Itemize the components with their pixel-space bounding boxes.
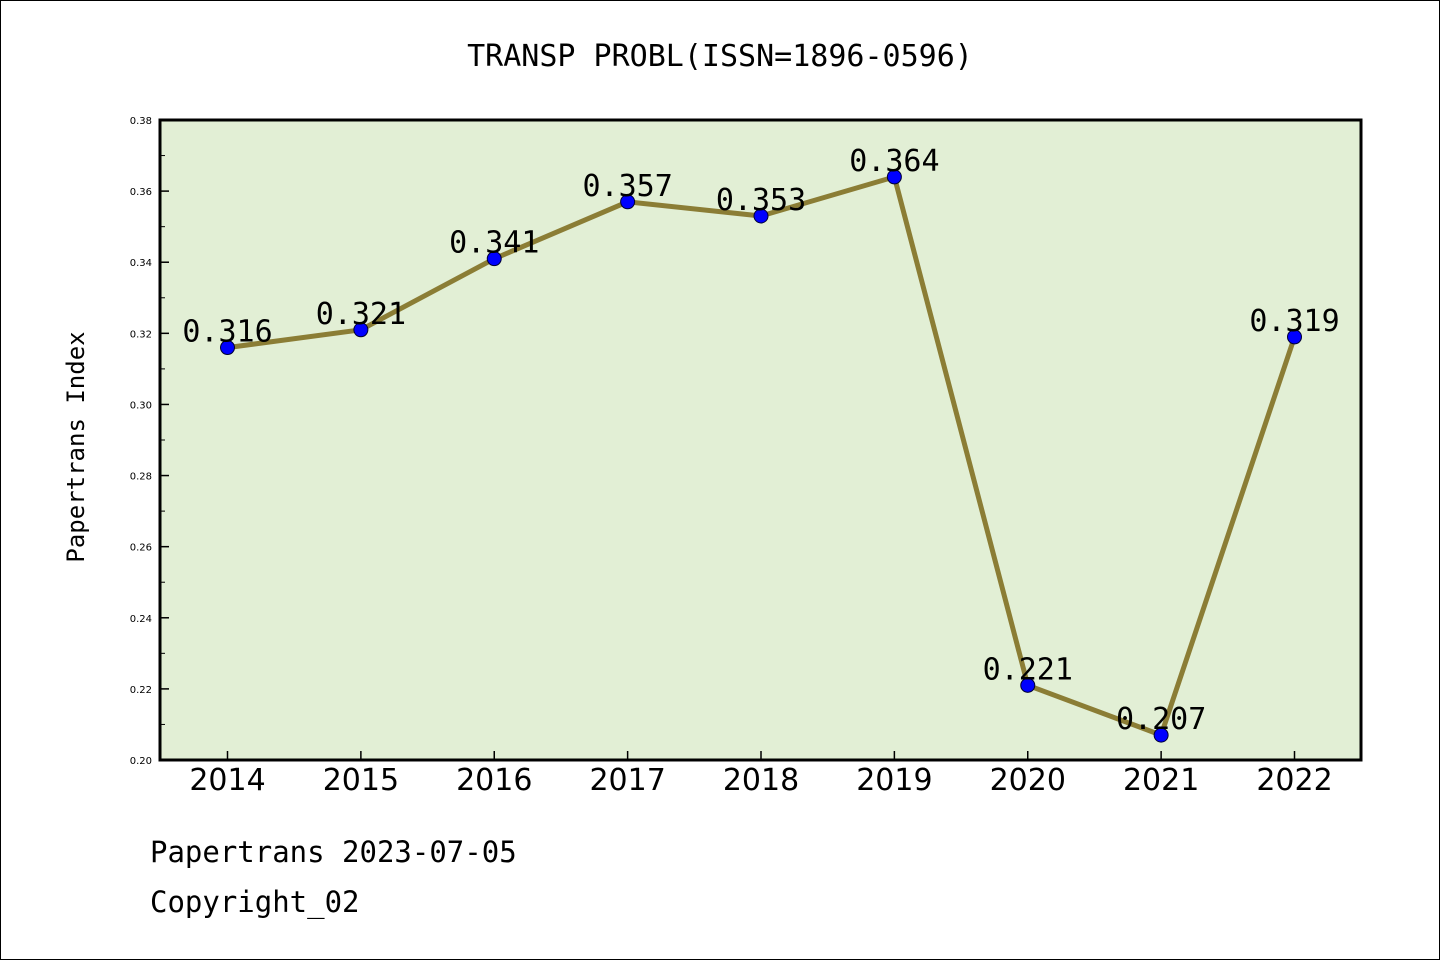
- data-point: [1020, 677, 1036, 693]
- x-tick-label: 2019: [856, 763, 932, 798]
- x-tick-label: 2014: [189, 763, 265, 798]
- plot-area: [160, 120, 1361, 760]
- y-tick-label: 0.24: [130, 614, 152, 625]
- data-point: [886, 169, 902, 185]
- series-markers: [220, 169, 1302, 743]
- data-label: 0.319: [1249, 304, 1339, 339]
- x-tick-label: 2016: [456, 763, 532, 798]
- data-label: 0.207: [1116, 702, 1206, 737]
- x-tick-label: 2015: [323, 763, 399, 798]
- footer-copyright: Copyright_02: [150, 885, 360, 919]
- chart-title: TRANSP PROBL(ISSN=1896-0596): [467, 39, 973, 74]
- y-tick-label: 0.38: [130, 116, 152, 127]
- data-point: [620, 194, 636, 210]
- y-tick-label: 0.20: [130, 756, 152, 767]
- x-tick-label: 2017: [589, 763, 665, 798]
- x-tick-label: 2020: [990, 763, 1066, 798]
- y-tick-label: 0.32: [130, 329, 152, 340]
- x-tick-label: 2021: [1123, 763, 1199, 798]
- data-point: [1153, 727, 1169, 743]
- data-label: 0.321: [316, 297, 406, 332]
- x-tick-label: 2022: [1256, 763, 1332, 798]
- x-axis: 2014 2015 2016 2017 2018 2019 2020 2021 2022: [189, 751, 1333, 798]
- data-point: [353, 322, 369, 338]
- data-point: [1287, 329, 1302, 345]
- y-tick-label: 0.28: [130, 472, 152, 483]
- y-tick-label: 0.22: [130, 685, 152, 696]
- data-label: 0.364: [849, 144, 939, 179]
- data-label: 0.316: [182, 315, 272, 350]
- plot-border: [158, 118, 1363, 762]
- data-label: 0.341: [449, 226, 539, 261]
- data-label: 0.357: [582, 169, 672, 204]
- data-point: [753, 208, 769, 224]
- y-tick-label: 0.26: [130, 543, 152, 554]
- data-label: 0.353: [716, 183, 806, 218]
- y-tick-label: 0.34: [130, 258, 152, 269]
- data-point: [220, 340, 235, 356]
- x-tick-label: 2018: [723, 763, 799, 798]
- data-labels: 0.316 0.321 0.341 0.357 0.353 0.364 0.221 0.207…: [182, 144, 1339, 737]
- data-point: [486, 251, 502, 267]
- y-tick-label: 0.30: [130, 400, 152, 411]
- y-tick-label: 0.36: [130, 187, 152, 198]
- footer-date: Papertrans 2023-07-05: [150, 835, 517, 869]
- y-axis-label: Papertrans Index: [62, 331, 90, 562]
- data-label: 0.221: [983, 652, 1073, 687]
